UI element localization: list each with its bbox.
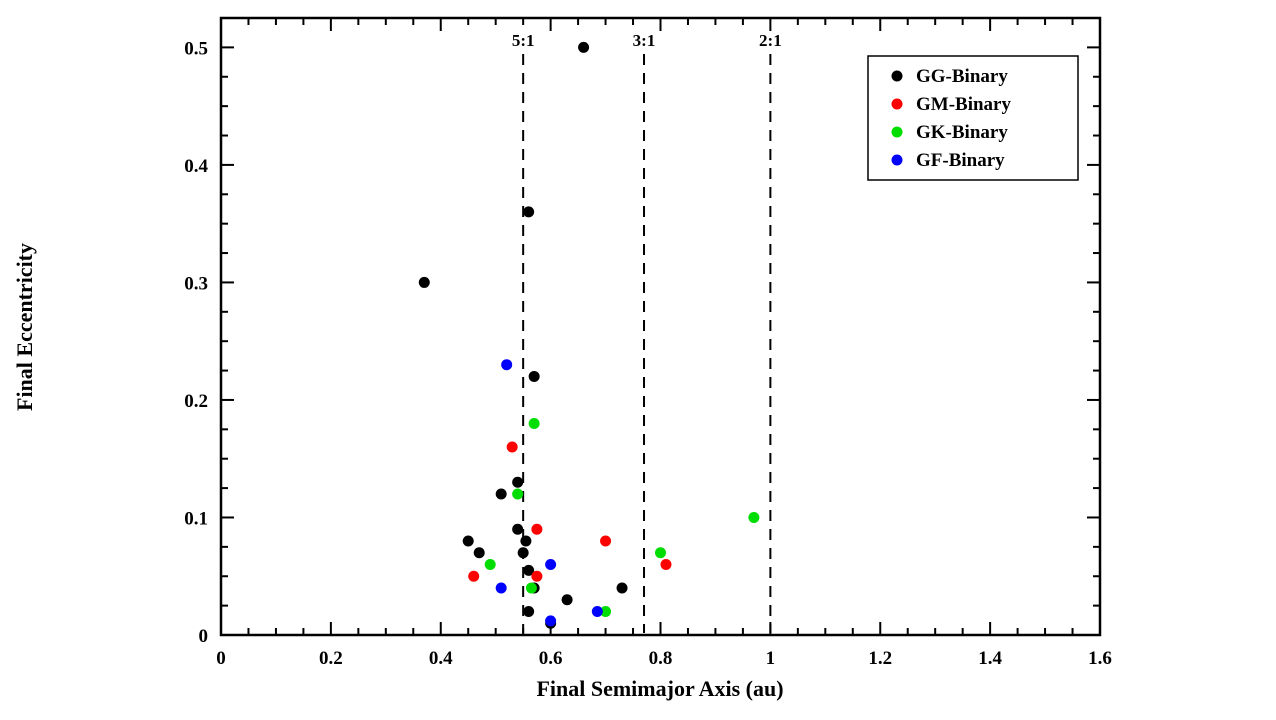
gf-binary-point [501,359,513,371]
gk-binary-point [525,582,537,594]
legend: GG-Binary GM-Binary GK-Binary GF-Binary [867,55,1079,181]
x-tick-label: 0.4 [429,648,453,669]
gg-binary-point [495,488,507,500]
tick-labels: 0 0.2 0.4 0.6 0.8 1 1.2 1.4 1.6 0 0.1 0.2 0.3 0.4 0.5 [184,38,1112,669]
gg-binary-point [528,370,540,382]
gm-binary-point [600,535,612,547]
x-tick-label: 1 [766,648,776,669]
x-tick-label: 0 [216,648,226,669]
y-axis-label: Final Eccentricity [12,243,37,411]
legend-label-gg-binary: GG-Binary [916,66,1008,87]
gm-binary-point [506,441,518,453]
x-tick-label: 1.6 [1088,648,1112,669]
gg-binary-point [523,564,535,576]
gg-binary-point [517,547,529,559]
gg-binary-point [512,523,524,535]
y-tick-label: 0 [199,626,209,647]
legend-label-gm-binary: GM-Binary [916,94,1011,115]
legend-marker-gf-binary [891,154,903,166]
gg-binary-point [418,276,430,288]
gg-binary-point [523,206,535,218]
gg-binary-point [523,605,535,617]
legend-marker-gk-binary [891,126,903,138]
x-tick-label: 1.2 [868,648,892,669]
resonance-label: 2:1 [759,31,782,50]
resonance-lines: 5:1 3:1 2:1 [512,31,782,633]
gf-binary-point [545,558,557,570]
gf-binary-point [591,605,603,617]
gm-binary-point [468,570,480,582]
legend-label-gf-binary: GF-Binary [916,150,1005,171]
legend-box [867,55,1079,181]
gk-binary-point [528,417,540,429]
axis-ticks [220,18,1101,636]
y-tick-label: 0.3 [184,273,208,294]
gg-binary-point [473,547,485,559]
gg-binary-point [561,594,573,606]
x-axis-label: Final Semimajor Axis (au) [536,676,783,701]
gg-binary-point [578,41,590,53]
gk-binary-point [655,547,666,559]
legend-marker-gg-binary [891,70,903,82]
resonance-label: 3:1 [633,31,656,50]
gf-binary-point [495,582,507,594]
gk-binary-point [484,558,496,570]
x-tick-label: 0.6 [539,648,563,669]
legend-marker-gm-binary [891,98,903,110]
y-tick-label: 0.5 [184,38,208,59]
gg-binary-point [462,535,474,547]
x-tick-label: 0.2 [319,648,343,669]
gg-binary-point [616,582,628,594]
gg-binary-point [512,476,524,488]
data-points [418,41,760,629]
gm-binary-point [660,558,672,570]
gf-binary-point [545,615,557,627]
x-tick-label: 1.4 [978,648,1002,669]
x-tick-label: 0.8 [649,648,673,669]
y-tick-label: 0.2 [184,391,208,412]
legend-label-gk-binary: GK-Binary [916,122,1008,143]
gk-binary-point [748,511,760,523]
gk-binary-point [600,605,612,617]
resonance-label: 5:1 [512,31,535,50]
y-tick-label: 0.4 [184,156,208,177]
y-tick-label: 0.1 [184,508,208,529]
gm-binary-point [531,570,543,582]
gk-binary-point [512,488,524,500]
gm-binary-point [531,523,543,535]
gg-binary-point [520,535,532,547]
